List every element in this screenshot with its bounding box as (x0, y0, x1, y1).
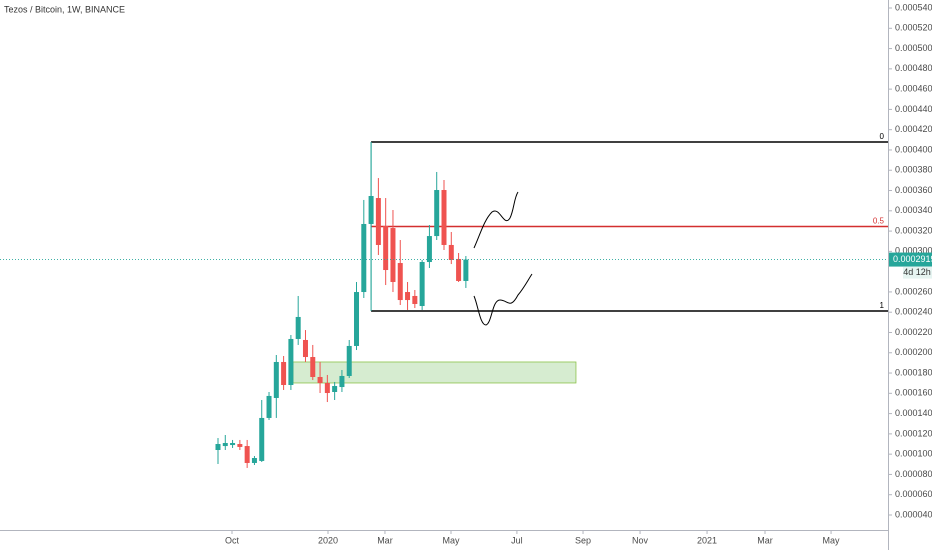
candle-body (346, 345, 352, 376)
candle-body (426, 236, 432, 263)
plot-area (0, 141, 888, 468)
x-tick-label: May (442, 535, 460, 545)
candle-body (332, 386, 338, 392)
freehand-projection (473, 191, 519, 249)
candle-body (222, 443, 228, 447)
x-tick-label: Sep (575, 535, 591, 545)
countdown-label: 4d 12h (903, 267, 931, 277)
freehand-projection (473, 273, 533, 326)
candle-body (354, 292, 360, 346)
x-tick-label: Nov (632, 535, 649, 545)
y-tick-label: 0.0005400 (895, 2, 932, 12)
candle-body (441, 190, 447, 245)
x-tick-label: 2021 (697, 535, 717, 545)
candle-body (281, 361, 287, 386)
support-zone (292, 361, 577, 384)
candle-body (361, 223, 367, 293)
candle-body (244, 446, 250, 463)
current-price-label: 0.0002919 (893, 254, 932, 264)
candle-body (397, 263, 403, 301)
candle-body (288, 338, 294, 386)
candle-body (456, 258, 462, 281)
candle-body (230, 443, 236, 446)
candle-body (266, 395, 272, 418)
candle-body (412, 295, 418, 304)
x-tick-label: Mar (377, 535, 393, 545)
x-tick-label: 2020 (318, 535, 338, 545)
countdown-badge (903, 266, 932, 279)
candle-body (215, 444, 221, 450)
x-tick-label: May (823, 535, 841, 545)
candle-body (448, 244, 454, 260)
candle-body (310, 357, 316, 377)
candle-body (295, 316, 301, 339)
fib-level-label: 0 (880, 132, 885, 141)
fib-level-label: 0.5 (873, 217, 885, 226)
x-tick-label: Oct (225, 535, 240, 545)
candle-body (383, 226, 389, 271)
candle-body (324, 382, 330, 394)
chart-title: Tezos / Bitcoin, 1W, BINANCE (4, 4, 125, 14)
candle-body (237, 444, 243, 447)
candle-body (302, 339, 308, 358)
fib-level-label: 1 (880, 301, 885, 310)
candle-body (259, 417, 265, 461)
candle-body (434, 190, 440, 237)
candle-body (273, 361, 279, 398)
candle-body (317, 376, 323, 383)
x-tick-label: Jul (511, 535, 523, 545)
candle-body (390, 228, 396, 282)
candle-body (463, 259, 469, 281)
x-tick-label: Mar (757, 535, 773, 545)
candle-body (339, 375, 345, 388)
candle-body (419, 262, 425, 307)
candle-body (368, 195, 374, 224)
current-price-badge (889, 252, 932, 267)
candle-body (375, 198, 381, 245)
candle-body (405, 292, 411, 301)
candle-body (251, 458, 257, 463)
